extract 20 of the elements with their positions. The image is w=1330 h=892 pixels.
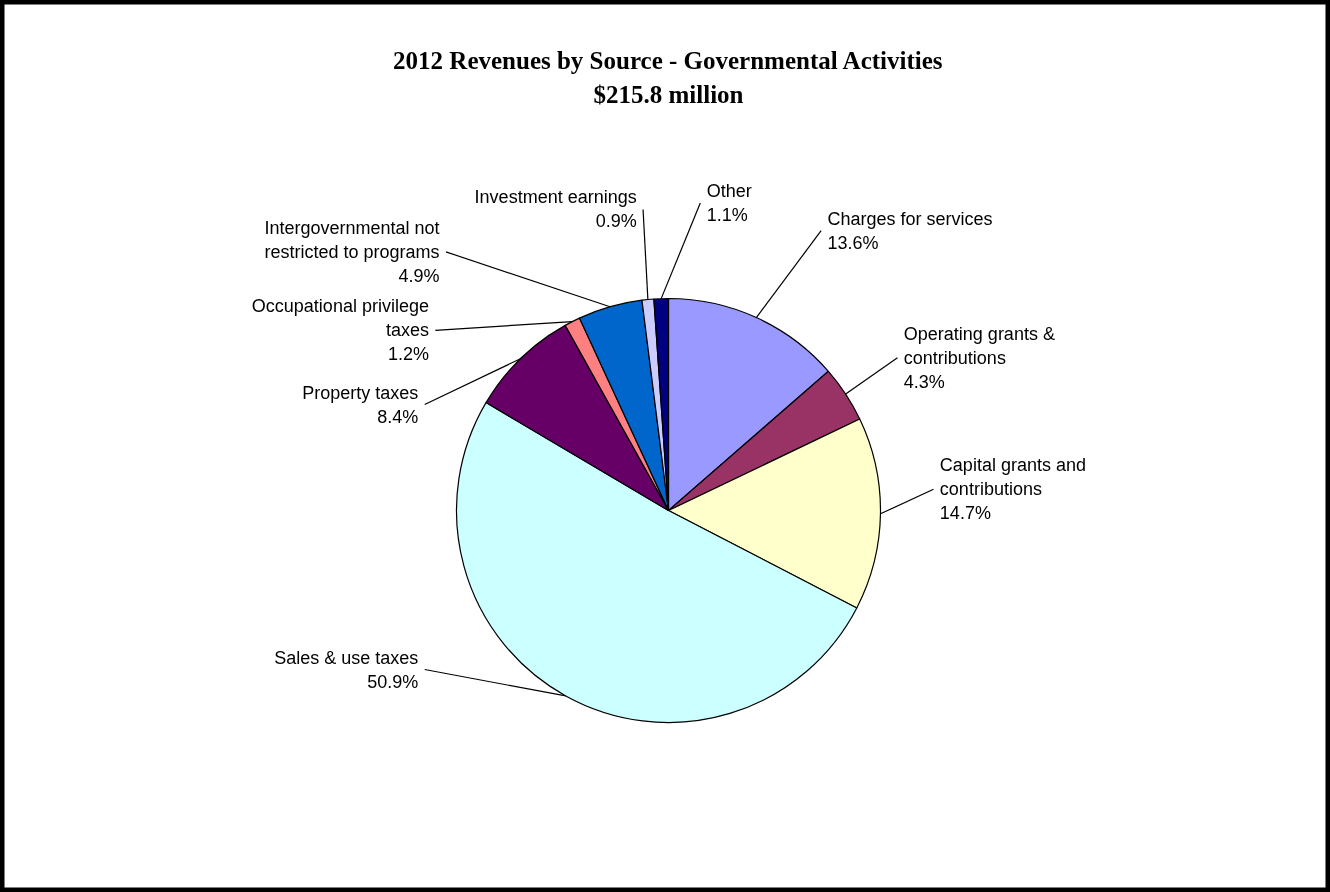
data-label: 50.9% bbox=[367, 671, 419, 692]
chart-title: 2012 Revenues by Source - Governmental Activities bbox=[393, 47, 943, 74]
slice-label: Intergovernmental not restricted to programs bbox=[264, 217, 440, 262]
data-label: 1.2% bbox=[387, 344, 429, 365]
data-label: 4.9% bbox=[398, 265, 440, 286]
data-label: 13.6% bbox=[827, 232, 879, 253]
data-label: 1.1% bbox=[706, 205, 748, 226]
slice-label: Charges for services bbox=[827, 208, 993, 229]
data-label: 8.4% bbox=[377, 406, 419, 427]
slice-label: Other bbox=[706, 181, 752, 202]
slice-label: Property taxes bbox=[302, 382, 419, 403]
data-label: 4.3% bbox=[903, 371, 945, 392]
slice-label: Capital grants and contributions bbox=[939, 455, 1086, 500]
chart-subtitle: $215.8 million bbox=[593, 81, 744, 108]
slice-label: Investment earnings bbox=[474, 187, 637, 208]
slice-label: Occupational privilege taxes bbox=[251, 296, 429, 341]
data-label: 0.9% bbox=[595, 211, 637, 232]
data-label: 14.7% bbox=[939, 503, 991, 524]
slice-label: Operating grants & contributions bbox=[903, 323, 1055, 368]
slice-label: Sales & use taxes bbox=[274, 647, 419, 668]
